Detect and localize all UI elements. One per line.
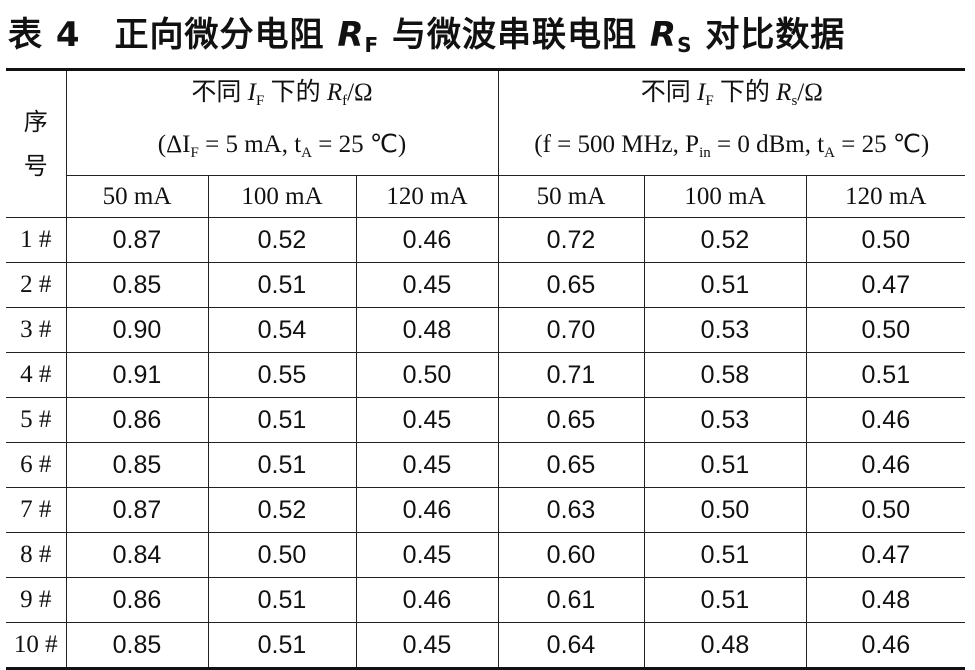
table-cell: 0.85 <box>65 622 209 669</box>
title-text-c: 对比数据 <box>705 15 846 55</box>
table-cell: 0.48 <box>805 577 966 623</box>
table-cell: 0.91 <box>65 352 209 398</box>
row-index: 9 # <box>6 577 67 623</box>
table-cell: 0.52 <box>643 217 807 263</box>
table-cell: 0.50 <box>805 307 966 353</box>
column-header: 50 mA <box>497 175 645 218</box>
column-header: 100 mA <box>207 175 357 218</box>
table-cell: 0.53 <box>643 397 807 443</box>
column-header: 100 mA <box>643 175 807 218</box>
table-row: 9 #0.86 0.51 0.46 0.61 0.51 0.48 <box>6 577 966 623</box>
table-cell: 0.71 <box>497 352 645 398</box>
table-cell: 0.46 <box>805 397 966 443</box>
table-cell: 0.46 <box>355 577 499 623</box>
column-header: 50 mA <box>66 175 209 218</box>
table-cell: 0.90 <box>65 307 209 353</box>
group-header-rf: 不同 IF 下的 Rf/Ω (ΔIF = 5 mA, tA = 25 ℃) <box>65 69 499 176</box>
table-cell: 0.51 <box>207 622 357 669</box>
table-cell: 0.47 <box>805 532 966 578</box>
table-cell: 0.72 <box>497 217 645 263</box>
table-cell: 0.47 <box>805 262 966 308</box>
table-cell: 0.54 <box>207 307 357 353</box>
table-cell: 0.86 <box>65 397 209 443</box>
table-cell: 0.86 <box>65 577 209 623</box>
table-cell: 0.45 <box>355 262 499 308</box>
table-cell: 0.50 <box>207 532 357 578</box>
table-row: 5 #0.86 0.51 0.45 0.65 0.53 0.46 <box>6 397 966 443</box>
table-cell: 0.60 <box>497 532 645 578</box>
table-cell: 0.61 <box>497 577 645 623</box>
row-index: 6 # <box>6 442 67 488</box>
table-cell: 0.46 <box>355 217 499 263</box>
table-cell: 0.51 <box>643 532 807 578</box>
title-symbol-rf: RF <box>337 15 380 57</box>
row-index: 2 # <box>6 262 67 308</box>
table-row: 6 #0.85 0.51 0.45 0.65 0.51 0.46 <box>6 442 966 488</box>
table-cell: 0.45 <box>355 442 499 488</box>
table-cell: 0.50 <box>643 487 807 533</box>
title-symbol-rs: RS <box>649 15 693 57</box>
row-index: 10 # <box>6 622 67 669</box>
index-header: 序号 <box>6 69 67 218</box>
table-cell: 0.45 <box>355 397 499 443</box>
table-cell: 0.65 <box>497 397 645 443</box>
table-cell: 0.51 <box>207 397 357 443</box>
table-cell: 0.85 <box>65 442 209 488</box>
table-cell: 0.52 <box>207 487 357 533</box>
table-row: 4 #0.91 0.55 0.50 0.71 0.58 0.51 <box>6 352 966 398</box>
table-cell: 0.51 <box>805 352 966 398</box>
row-index: 5 # <box>6 397 67 443</box>
table-cell: 0.53 <box>643 307 807 353</box>
table-cell: 0.51 <box>643 262 807 308</box>
table-cell: 0.64 <box>497 622 645 669</box>
table-cell: 0.46 <box>805 622 966 669</box>
table-cell: 0.48 <box>643 622 807 669</box>
table-cell: 0.50 <box>355 352 499 398</box>
table-row: 7 #0.87 0.52 0.46 0.63 0.50 0.50 <box>6 487 966 533</box>
title-text-b: 与微波串联电阻 <box>392 15 638 55</box>
table-cell: 0.65 <box>497 262 645 308</box>
table-cell: 0.70 <box>497 307 645 353</box>
table-cell: 0.85 <box>65 262 209 308</box>
title-text-a: 正向微分电阻 <box>114 15 325 55</box>
table-number: 表 4 <box>8 15 81 55</box>
table-cell: 0.65 <box>497 442 645 488</box>
table-cell: 0.46 <box>805 442 966 488</box>
column-header: 120 mA <box>805 175 966 218</box>
table-cell: 0.51 <box>643 442 807 488</box>
comparison-table: 序号 不同 IF 下的 Rf/Ω (ΔIF = 5 mA, tA = 25 ℃)… <box>6 68 966 670</box>
table-cell: 0.58 <box>643 352 807 398</box>
table-cell: 0.50 <box>805 217 966 263</box>
table-cell: 0.50 <box>805 487 966 533</box>
table-cell: 0.48 <box>355 307 499 353</box>
table-cell: 0.51 <box>207 577 357 623</box>
row-index: 7 # <box>6 487 67 533</box>
table-cell: 0.51 <box>207 442 357 488</box>
row-index: 1 # <box>6 217 67 263</box>
table-cell: 0.45 <box>355 622 499 669</box>
table-row: 1 #0.87 0.52 0.46 0.72 0.52 0.50 <box>6 217 966 263</box>
table-cell: 0.87 <box>65 217 209 263</box>
table-row: 8 #0.84 0.50 0.45 0.60 0.51 0.47 <box>6 532 966 578</box>
table-cell: 0.51 <box>643 577 807 623</box>
table-row: 10 #0.85 0.51 0.45 0.64 0.48 0.46 <box>6 622 966 669</box>
table-title: 表 4 正向微分电阻 RF 与微波串联电阻 RS 对比数据 <box>8 6 968 64</box>
table-cell: 0.84 <box>65 532 209 578</box>
table-cell: 0.87 <box>65 487 209 533</box>
row-index: 4 # <box>6 352 67 398</box>
table-row: 3 #0.90 0.54 0.48 0.70 0.53 0.50 <box>6 307 966 353</box>
table-cell: 0.45 <box>355 532 499 578</box>
column-header: 120 mA <box>355 175 499 218</box>
row-index: 8 # <box>6 532 67 578</box>
table-cell: 0.63 <box>497 487 645 533</box>
table-row: 2 #0.85 0.51 0.45 0.65 0.51 0.47 <box>6 262 966 308</box>
table-cell: 0.51 <box>207 262 357 308</box>
table-cell: 0.46 <box>355 487 499 533</box>
group-header-rs: 不同 IF 下的 Rs/Ω (f = 500 MHz, Pin = 0 dBm,… <box>497 69 966 176</box>
row-index: 3 # <box>6 307 67 353</box>
table-cell: 0.55 <box>207 352 357 398</box>
table-cell: 0.52 <box>207 217 357 263</box>
